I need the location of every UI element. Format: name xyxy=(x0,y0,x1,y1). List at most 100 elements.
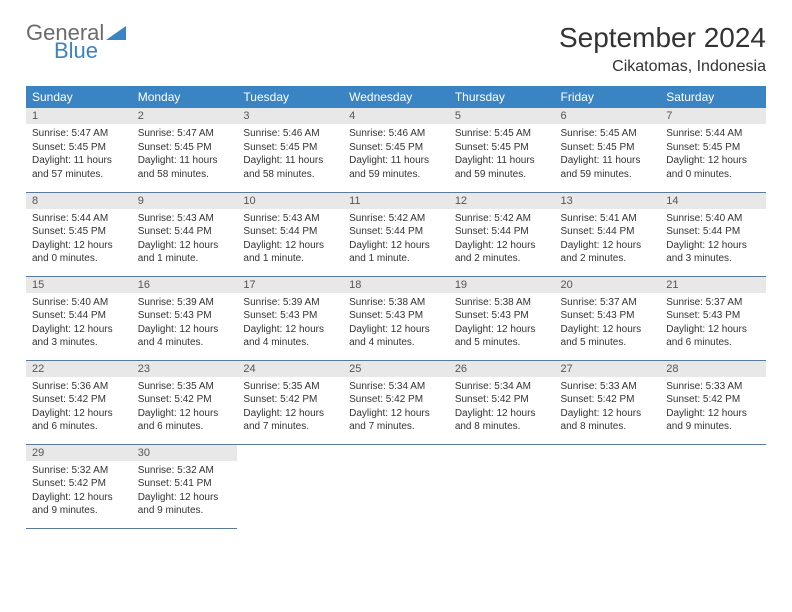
day-content: Sunrise: 5:38 AMSunset: 5:43 PMDaylight:… xyxy=(449,293,555,356)
day-cell: 20Sunrise: 5:37 AMSunset: 5:43 PMDayligh… xyxy=(555,276,661,360)
day-cell: 11Sunrise: 5:42 AMSunset: 5:44 PMDayligh… xyxy=(343,192,449,276)
sunset-text: Sunset: 5:45 PM xyxy=(561,141,655,155)
day-cell: 17Sunrise: 5:39 AMSunset: 5:43 PMDayligh… xyxy=(237,276,343,360)
day-content: Sunrise: 5:34 AMSunset: 5:42 PMDaylight:… xyxy=(449,377,555,440)
day-cell: 29Sunrise: 5:32 AMSunset: 5:42 PMDayligh… xyxy=(26,444,132,528)
day-number: 7 xyxy=(660,108,766,124)
day-cell: 3Sunrise: 5:46 AMSunset: 5:45 PMDaylight… xyxy=(237,108,343,192)
daylight-text: Daylight: 12 hours and 1 minute. xyxy=(349,239,443,266)
sunrise-text: Sunrise: 5:47 AM xyxy=(32,127,126,141)
day-content: Sunrise: 5:37 AMSunset: 5:43 PMDaylight:… xyxy=(555,293,661,356)
sunrise-text: Sunrise: 5:45 AM xyxy=(561,127,655,141)
daylight-text: Daylight: 12 hours and 4 minutes. xyxy=(349,323,443,350)
sunset-text: Sunset: 5:43 PM xyxy=(243,309,337,323)
daylight-text: Daylight: 12 hours and 1 minute. xyxy=(138,239,232,266)
day-content: Sunrise: 5:33 AMSunset: 5:42 PMDaylight:… xyxy=(555,377,661,440)
sunrise-text: Sunrise: 5:41 AM xyxy=(561,212,655,226)
sunset-text: Sunset: 5:42 PM xyxy=(243,393,337,407)
sunrise-text: Sunrise: 5:34 AM xyxy=(455,380,549,394)
sunset-text: Sunset: 5:45 PM xyxy=(138,141,232,155)
weekday-header: Monday xyxy=(132,86,238,108)
day-content: Sunrise: 5:35 AMSunset: 5:42 PMDaylight:… xyxy=(132,377,238,440)
day-cell: 19Sunrise: 5:38 AMSunset: 5:43 PMDayligh… xyxy=(449,276,555,360)
sunrise-text: Sunrise: 5:46 AM xyxy=(349,127,443,141)
sunrise-text: Sunrise: 5:36 AM xyxy=(32,380,126,394)
day-content: Sunrise: 5:42 AMSunset: 5:44 PMDaylight:… xyxy=(449,209,555,272)
daylight-text: Daylight: 12 hours and 4 minutes. xyxy=(138,323,232,350)
day-number: 8 xyxy=(26,193,132,209)
day-content: Sunrise: 5:40 AMSunset: 5:44 PMDaylight:… xyxy=(660,209,766,272)
daylight-text: Daylight: 12 hours and 5 minutes. xyxy=(561,323,655,350)
calendar-row: 22Sunrise: 5:36 AMSunset: 5:42 PMDayligh… xyxy=(26,360,766,444)
day-content: Sunrise: 5:32 AMSunset: 5:42 PMDaylight:… xyxy=(26,461,132,524)
month-title: September 2024 xyxy=(559,22,766,54)
day-cell: 2Sunrise: 5:47 AMSunset: 5:45 PMDaylight… xyxy=(132,108,238,192)
day-number: 14 xyxy=(660,193,766,209)
sunset-text: Sunset: 5:43 PM xyxy=(666,309,760,323)
day-content: Sunrise: 5:43 AMSunset: 5:44 PMDaylight:… xyxy=(237,209,343,272)
sunset-text: Sunset: 5:45 PM xyxy=(32,141,126,155)
calendar-row: 1Sunrise: 5:47 AMSunset: 5:45 PMDaylight… xyxy=(26,108,766,192)
day-cell: 26Sunrise: 5:34 AMSunset: 5:42 PMDayligh… xyxy=(449,360,555,444)
sunrise-text: Sunrise: 5:38 AM xyxy=(455,296,549,310)
day-content: Sunrise: 5:38 AMSunset: 5:43 PMDaylight:… xyxy=(343,293,449,356)
daylight-text: Daylight: 12 hours and 8 minutes. xyxy=(561,407,655,434)
daylight-text: Daylight: 12 hours and 3 minutes. xyxy=(32,323,126,350)
day-number: 4 xyxy=(343,108,449,124)
daylight-text: Daylight: 12 hours and 1 minute. xyxy=(243,239,337,266)
weekday-header: Wednesday xyxy=(343,86,449,108)
sunset-text: Sunset: 5:45 PM xyxy=(349,141,443,155)
day-number: 15 xyxy=(26,277,132,293)
day-cell xyxy=(555,444,661,528)
day-content: Sunrise: 5:45 AMSunset: 5:45 PMDaylight:… xyxy=(449,124,555,187)
day-cell: 14Sunrise: 5:40 AMSunset: 5:44 PMDayligh… xyxy=(660,192,766,276)
sunset-text: Sunset: 5:42 PM xyxy=(32,393,126,407)
daylight-text: Daylight: 12 hours and 6 minutes. xyxy=(666,323,760,350)
sunrise-text: Sunrise: 5:35 AM xyxy=(243,380,337,394)
day-number: 17 xyxy=(237,277,343,293)
sunrise-text: Sunrise: 5:42 AM xyxy=(349,212,443,226)
day-number: 9 xyxy=(132,193,238,209)
day-number: 18 xyxy=(343,277,449,293)
sunrise-text: Sunrise: 5:39 AM xyxy=(243,296,337,310)
calendar-table: Sunday Monday Tuesday Wednesday Thursday… xyxy=(26,86,766,529)
logo: General Blue xyxy=(26,22,126,62)
day-number: 22 xyxy=(26,361,132,377)
weekday-header: Friday xyxy=(555,86,661,108)
day-cell xyxy=(343,444,449,528)
sunset-text: Sunset: 5:41 PM xyxy=(138,477,232,491)
daylight-text: Daylight: 12 hours and 4 minutes. xyxy=(243,323,337,350)
daylight-text: Daylight: 12 hours and 6 minutes. xyxy=(138,407,232,434)
day-number: 6 xyxy=(555,108,661,124)
daylight-text: Daylight: 12 hours and 2 minutes. xyxy=(561,239,655,266)
sunrise-text: Sunrise: 5:43 AM xyxy=(138,212,232,226)
sunrise-text: Sunrise: 5:40 AM xyxy=(666,212,760,226)
day-cell: 15Sunrise: 5:40 AMSunset: 5:44 PMDayligh… xyxy=(26,276,132,360)
day-number: 12 xyxy=(449,193,555,209)
day-cell: 24Sunrise: 5:35 AMSunset: 5:42 PMDayligh… xyxy=(237,360,343,444)
day-content: Sunrise: 5:39 AMSunset: 5:43 PMDaylight:… xyxy=(237,293,343,356)
daylight-text: Daylight: 12 hours and 8 minutes. xyxy=(455,407,549,434)
day-content: Sunrise: 5:43 AMSunset: 5:44 PMDaylight:… xyxy=(132,209,238,272)
daylight-text: Daylight: 12 hours and 3 minutes. xyxy=(666,239,760,266)
day-number: 20 xyxy=(555,277,661,293)
day-cell xyxy=(449,444,555,528)
location-text: Cikatomas, Indonesia xyxy=(559,58,766,76)
day-number: 25 xyxy=(343,361,449,377)
sunrise-text: Sunrise: 5:44 AM xyxy=(32,212,126,226)
weekday-header-row: Sunday Monday Tuesday Wednesday Thursday… xyxy=(26,86,766,108)
day-content: Sunrise: 5:32 AMSunset: 5:41 PMDaylight:… xyxy=(132,461,238,524)
day-cell: 5Sunrise: 5:45 AMSunset: 5:45 PMDaylight… xyxy=(449,108,555,192)
sunset-text: Sunset: 5:45 PM xyxy=(455,141,549,155)
day-content: Sunrise: 5:46 AMSunset: 5:45 PMDaylight:… xyxy=(237,124,343,187)
day-cell: 28Sunrise: 5:33 AMSunset: 5:42 PMDayligh… xyxy=(660,360,766,444)
day-cell xyxy=(237,444,343,528)
sunset-text: Sunset: 5:42 PM xyxy=(561,393,655,407)
sunset-text: Sunset: 5:44 PM xyxy=(138,225,232,239)
day-cell xyxy=(660,444,766,528)
day-cell: 13Sunrise: 5:41 AMSunset: 5:44 PMDayligh… xyxy=(555,192,661,276)
title-block: September 2024 Cikatomas, Indonesia xyxy=(559,22,766,76)
sunset-text: Sunset: 5:44 PM xyxy=(32,309,126,323)
sunset-text: Sunset: 5:44 PM xyxy=(243,225,337,239)
weekday-header: Saturday xyxy=(660,86,766,108)
